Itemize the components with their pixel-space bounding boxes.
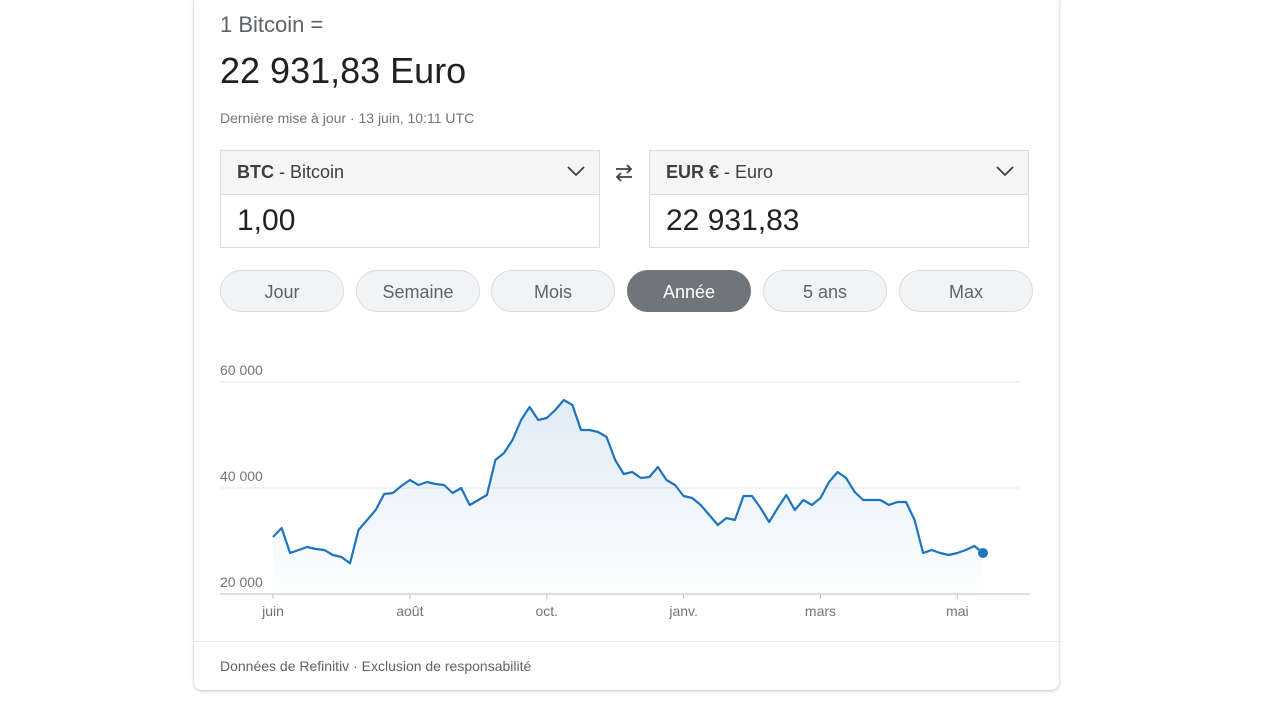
x-tick-label: janv.: [668, 603, 698, 619]
y-tick-label: 20 000: [220, 574, 263, 590]
from-box: BTC - Bitcoin 1,00: [220, 150, 600, 248]
x-tick-label: juin: [261, 603, 284, 619]
range-button[interactable]: Année: [627, 270, 751, 312]
to-name: - Euro: [724, 162, 774, 182]
to-select[interactable]: EUR € - Euro: [650, 151, 1028, 195]
last-point: [978, 547, 988, 558]
source[interactable]: Données de Refinitiv · Exclusion de resp…: [220, 658, 532, 674]
from-code: BTC: [237, 162, 274, 182]
y-tick-label: 60 000: [220, 362, 263, 378]
from-select[interactable]: BTC - Bitcoin: [221, 151, 599, 195]
x-tick-label: mars: [805, 603, 836, 619]
chevron: [567, 166, 585, 177]
title: 1 Bitcoin =: [220, 12, 324, 37]
chevron: [996, 166, 1014, 177]
swap-icon[interactable]: [613, 162, 635, 184]
range-button[interactable]: Mois: [491, 270, 615, 312]
x-tick-label: août: [396, 603, 423, 619]
updated: Dernière mise à jour · 13 juin, 10:11 UT…: [220, 110, 475, 126]
y-tick-label: 40 000: [220, 468, 263, 484]
x-tick-label: oct.: [535, 603, 558, 619]
range-button[interactable]: Semaine: [356, 270, 480, 312]
divider: [194, 641, 1059, 642]
range-button[interactable]: 5 ans: [763, 270, 887, 312]
to-code: EUR €: [666, 162, 720, 182]
from-amount[interactable]: 1,00: [237, 204, 296, 237]
to-box: EUR € - Euro 22 931,83: [649, 150, 1029, 248]
range-button[interactable]: Max: [899, 270, 1033, 312]
price-line: [272, 398, 984, 565]
range-button[interactable]: Jour: [220, 270, 344, 312]
result: 22 931,83 Euro: [220, 50, 467, 91]
from-name: - Bitcoin: [279, 162, 345, 182]
to-amount[interactable]: 22 931,83: [666, 204, 800, 237]
area-fill: [273, 400, 983, 594]
x-tick-label: mai: [946, 603, 969, 619]
